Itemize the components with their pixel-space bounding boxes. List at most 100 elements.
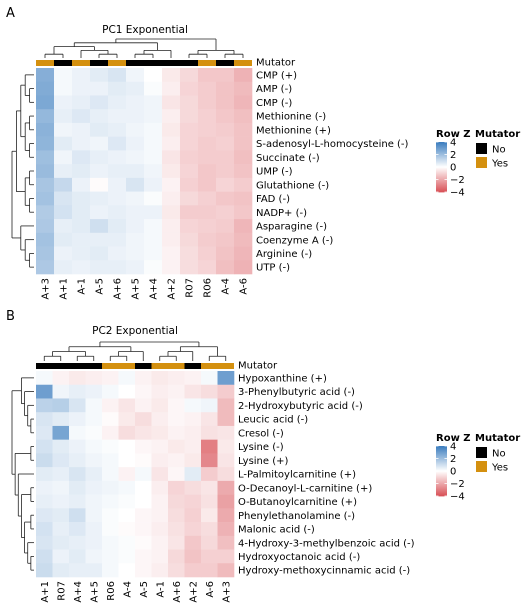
heatmap-cell — [36, 260, 55, 275]
color-scale-step — [436, 160, 447, 162]
heatmap-cell — [168, 439, 185, 454]
color-scale-step — [436, 489, 447, 491]
color-scale-step — [436, 191, 447, 193]
heatmap-cell — [102, 480, 119, 495]
legend-panel-a: Row Z Mutator 42 0−2 −4 No Yes — [436, 129, 520, 199]
mutator-legend-label: No — [492, 449, 506, 460]
color-scale-step — [436, 448, 447, 450]
heatmap-cell — [72, 246, 91, 261]
heatmap-cell — [198, 68, 217, 83]
mutator-annotation-cell — [198, 60, 216, 66]
heatmap-cell — [85, 412, 103, 427]
color-scale-step — [436, 453, 447, 455]
color-scale-step — [436, 492, 447, 494]
mutator-annotation-cell — [52, 363, 69, 369]
color-scale-tick-label: 4 — [450, 442, 456, 453]
heatmap-cell — [85, 439, 103, 454]
heatmap-cell — [52, 563, 70, 578]
heatmap-cell — [151, 371, 169, 386]
heatmap-cell — [201, 398, 218, 413]
row-label: Asparagine (-) — [256, 222, 327, 233]
heatmap-cell — [52, 467, 70, 482]
color-scale-step — [436, 485, 447, 487]
color-scale-step — [436, 464, 447, 466]
heatmap-cell — [144, 219, 163, 234]
heatmap-cell — [168, 522, 185, 537]
heatmap-cell — [102, 467, 119, 482]
heatmap-cell — [151, 425, 169, 440]
heatmap-cell — [135, 384, 152, 399]
heatmap-cell — [72, 177, 91, 192]
row-label: Lysine (-) — [238, 442, 284, 453]
heatmap-cell — [216, 191, 235, 206]
heatmap-cell — [216, 95, 235, 110]
heatmap-cell — [54, 68, 73, 83]
heatmap-cell — [52, 508, 70, 523]
mutator-annotation-cell — [102, 363, 119, 369]
heatmap-cell — [162, 232, 181, 247]
column-label: R07 — [185, 278, 196, 298]
heatmap-cell — [108, 164, 127, 179]
heatmap-cell — [198, 219, 217, 234]
heatmap-cell — [126, 164, 145, 179]
heatmap-cell — [54, 136, 73, 151]
heatmap-cell — [52, 398, 70, 413]
heatmap-cell — [216, 109, 235, 124]
mutator-legend-swatch — [476, 157, 487, 168]
color-scale-step — [436, 151, 447, 153]
row-label: Coenzyme A (-) — [256, 235, 333, 246]
mutator-annotation-label: Mutator — [238, 361, 278, 372]
heatmap-cell — [162, 122, 181, 137]
heatmap-cell — [102, 371, 119, 386]
heatmap-cell — [201, 480, 218, 495]
heatmap-cell — [90, 150, 109, 165]
heatmap-cell — [168, 494, 185, 509]
color-scale-step — [436, 447, 447, 449]
color-scale-step — [436, 490, 447, 492]
heatmap-cell — [52, 535, 70, 550]
heatmap-cell — [184, 371, 202, 386]
color-scale-step — [436, 473, 447, 475]
color-scale-step — [436, 468, 447, 470]
heatmap-cell — [180, 232, 199, 247]
row-label: Hypoxanthine (+) — [238, 373, 327, 384]
row-label: UMP (-) — [256, 167, 293, 178]
column-label: A+1 — [59, 278, 70, 300]
color-scale-step — [436, 495, 447, 497]
heatmap-cell — [184, 480, 202, 495]
color-scale-step — [436, 145, 447, 147]
color-scale-step — [436, 171, 447, 173]
color-scale-step — [436, 463, 447, 465]
heatmap-cell — [198, 177, 217, 192]
mutator-annotation-cell — [54, 60, 72, 66]
color-scale-step — [436, 478, 447, 480]
row-label: Arginine (-) — [256, 249, 312, 260]
heatmap-cell — [85, 384, 103, 399]
heatmap-cell — [151, 384, 169, 399]
color-scale-step — [436, 174, 447, 176]
row-label: NADP+ (-) — [256, 208, 307, 219]
heatmap-cell — [108, 68, 127, 83]
heatmap-cell — [217, 453, 235, 468]
color-scale-step — [436, 474, 447, 476]
heatmap-cell — [184, 563, 202, 578]
heatmap-cell — [184, 439, 202, 454]
color-scale-step — [436, 150, 447, 152]
heatmap-cell — [90, 122, 109, 137]
heatmap-cell — [36, 549, 53, 564]
color-scale-step — [436, 484, 447, 486]
color-scale-step — [436, 466, 447, 468]
row-label: 4-Hydroxy-3-methylbenzoic acid (-) — [238, 538, 415, 549]
heatmap-cell — [102, 439, 119, 454]
heatmap-cell — [151, 563, 169, 578]
row-label: Hydroxyoctanoic acid (-) — [238, 552, 360, 563]
color-scale-step — [436, 156, 447, 158]
color-scale-step — [436, 147, 447, 149]
heatmap-cell — [52, 384, 70, 399]
heatmap-cell — [118, 453, 136, 468]
heatmap-cell — [216, 81, 235, 96]
row-label: Malonic acid (-) — [238, 525, 315, 536]
heatmap-cell — [69, 480, 86, 495]
color-scale-step — [436, 446, 447, 448]
heatmap-cell — [90, 164, 109, 179]
